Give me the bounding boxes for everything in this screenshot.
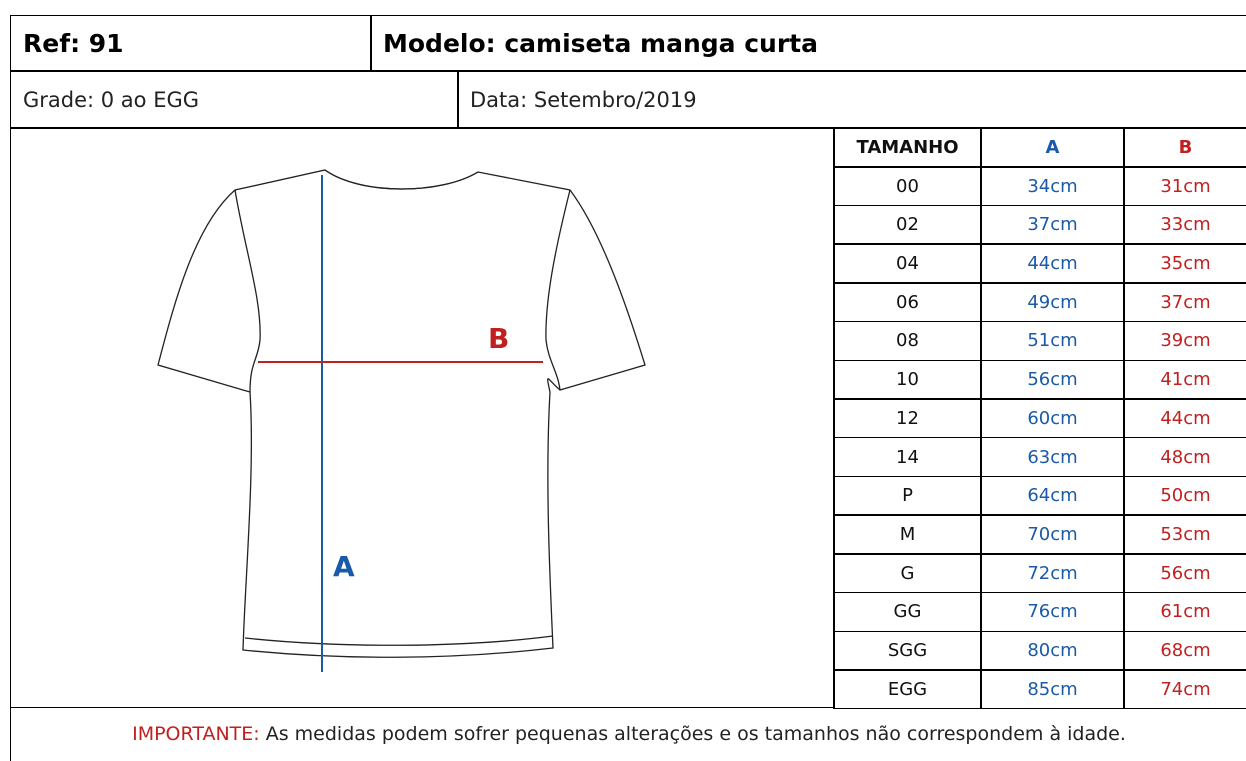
table-header: TAMANHO [833, 127, 982, 168]
table-cell: 04 [833, 243, 982, 284]
table-cell: 74cm [1123, 669, 1246, 710]
table-header: A [980, 127, 1125, 168]
table-cell: 64cm [980, 475, 1125, 516]
table-header: B [1123, 127, 1246, 168]
table-cell: P [833, 475, 982, 516]
table-cell: GG [833, 591, 982, 633]
table-cell: 63cm [980, 437, 1125, 478]
date: Data: Setembro/2019 [457, 70, 1246, 129]
table-cell: 02 [833, 204, 982, 245]
table-cell: 50cm [1123, 475, 1246, 516]
table-cell: 76cm [980, 591, 1125, 633]
table-cell: 48cm [1123, 437, 1246, 478]
important: IMPORTANTE: [132, 722, 260, 745]
label-b: B [488, 322, 509, 355]
label-a: A [333, 550, 355, 583]
table-cell: 00 [833, 166, 982, 207]
table-cell: 53cm [1123, 514, 1246, 555]
table-cell: 56cm [1123, 553, 1246, 594]
table-cell: 34cm [980, 166, 1125, 207]
table-cell: 37cm [1123, 282, 1246, 323]
note: As medidas podem sofrer pequenas alteraç… [265, 722, 1126, 745]
model: Modelo: camiseta manga curta [370, 15, 1246, 72]
table-cell: 56cm [980, 359, 1125, 400]
table-cell: 33cm [1123, 204, 1246, 245]
grade: Grade: 0 ao EGG [10, 70, 459, 129]
ref: Ref: 91 [10, 15, 372, 72]
table-cell: 37cm [980, 204, 1125, 245]
table-cell: 72cm [980, 553, 1125, 594]
table-cell: 85cm [980, 669, 1125, 710]
table-cell: 35cm [1123, 243, 1246, 284]
table-cell: M [833, 514, 982, 555]
table-cell: 12 [833, 398, 982, 439]
table-cell: 49cm [980, 282, 1125, 323]
table-cell: 39cm [1123, 320, 1246, 362]
table-cell: EGG [833, 669, 982, 710]
table-cell: SGG [833, 630, 982, 671]
table-cell: 41cm [1123, 359, 1246, 400]
table-cell: 08 [833, 320, 982, 362]
table-cell: 70cm [980, 514, 1125, 555]
table-cell: G [833, 553, 982, 594]
table-cell: 61cm [1123, 591, 1246, 633]
table-cell: 10 [833, 359, 982, 400]
footer: IMPORTANTE: As medidas podem sofrer pequ… [10, 706, 1246, 761]
table-cell: 06 [833, 282, 982, 323]
table-cell: 14 [833, 437, 982, 478]
table-cell: 68cm [1123, 630, 1246, 671]
shirt [157, 169, 646, 658]
table-cell: 44cm [980, 243, 1125, 284]
table-cell: 51cm [980, 320, 1125, 362]
table-cell: 80cm [980, 630, 1125, 671]
table-cell: 31cm [1123, 166, 1246, 207]
table-cell: 44cm [1123, 398, 1246, 439]
figure-box [10, 127, 835, 708]
table-cell: 60cm [980, 398, 1125, 439]
